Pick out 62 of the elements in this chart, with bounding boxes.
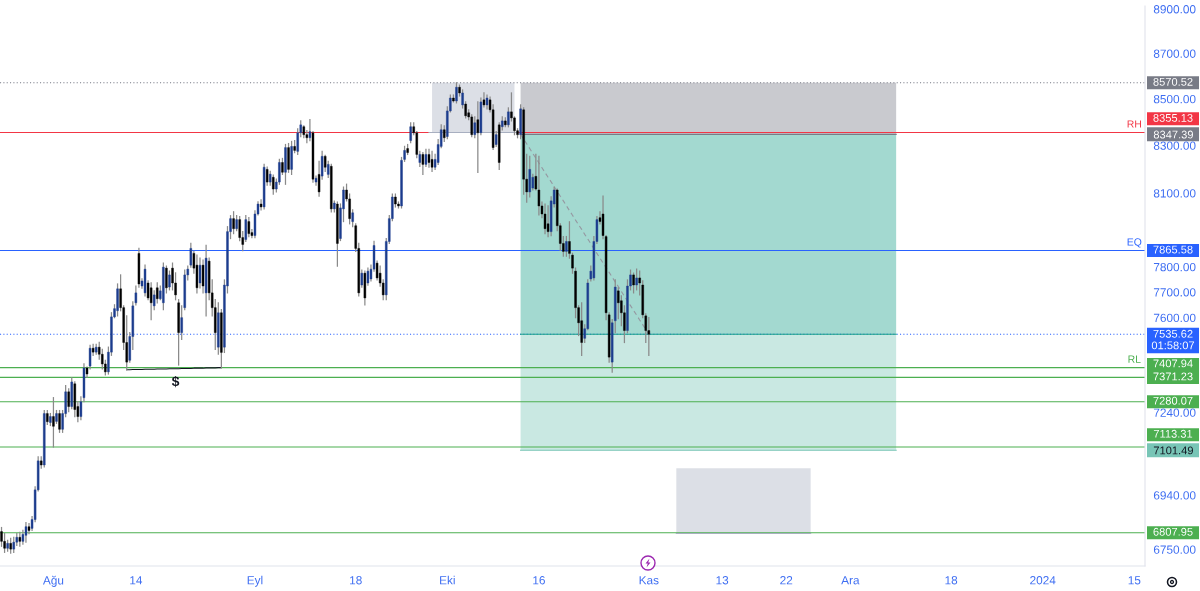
y-tick-label: 8347.39 <box>1153 130 1193 139</box>
x-tick-label: 2024 <box>1030 576 1056 585</box>
y-tick-label: 8100.00 <box>1153 189 1196 198</box>
candlestick <box>537 155 541 216</box>
candlestick <box>232 211 235 235</box>
series-label: $ <box>171 375 180 388</box>
y-tick-label: 8500.00 <box>1153 94 1196 104</box>
candlestick <box>201 259 205 294</box>
candlestick <box>455 82 458 104</box>
candlestick <box>394 193 397 208</box>
annotation: RL <box>1128 355 1141 363</box>
ref-line-label: 7371.23 <box>1153 372 1193 381</box>
annotation: EQ <box>1127 238 1142 248</box>
candlestick <box>58 409 61 433</box>
ref-line-label: 8355.13 <box>1153 113 1193 122</box>
ref-line-label: 7535.62 01:58:07 <box>1151 329 1195 350</box>
ref-line-label: 7865.58 <box>1153 245 1193 254</box>
x-tick-label: Kas <box>639 576 659 585</box>
y-tick-label: 7800.00 <box>1153 262 1196 272</box>
ref-line-label: 7407.94 <box>1153 359 1193 368</box>
candlestick <box>284 143 287 185</box>
x-tick-label: 14 <box>130 576 143 585</box>
x-tick-label: Eki <box>440 575 455 585</box>
x-tick-label: 22 <box>780 576 793 585</box>
candlestick <box>165 265 168 294</box>
candlestick <box>565 235 568 257</box>
candlestick <box>52 397 55 448</box>
candlestick <box>67 388 70 413</box>
x-tick-label: 16 <box>533 576 545 585</box>
ref-line-label: 7280.07 <box>1153 396 1193 405</box>
x-tick-label: 15 <box>1128 576 1141 585</box>
candlestick <box>290 140 293 176</box>
candlestick <box>247 217 251 238</box>
y-tick-label: 6940.00 <box>1153 491 1196 500</box>
candlestick <box>149 282 153 321</box>
candlestick <box>195 254 199 294</box>
x-tick-label: Ağu <box>42 575 64 587</box>
ref-line-label: 7113.31 <box>1153 429 1193 438</box>
candlestick <box>580 302 583 356</box>
y-tick-label: 6750.00 <box>1153 545 1196 554</box>
x-tick-label: 18 <box>945 576 958 585</box>
ref-line-label: 8570.52 <box>1153 77 1193 86</box>
candlestick <box>632 272 635 294</box>
candlestick <box>281 157 284 176</box>
y-tick-label: 8300.00 <box>1153 141 1196 150</box>
candlestick <box>409 122 412 144</box>
y-tick-label: 7700.00 <box>1153 288 1196 297</box>
x-tick-label: Ara <box>841 576 860 585</box>
annotation: RH <box>1127 120 1141 128</box>
x-tick-label: 18 <box>350 576 362 585</box>
candlestick <box>476 101 480 173</box>
x-tick-label: Eyl <box>247 575 263 587</box>
y-tick-label: 7600.00 <box>1153 313 1196 323</box>
x-tick-label: 13 <box>716 576 729 585</box>
candlestick <box>452 94 455 103</box>
y-tick-label: 8700.00 <box>1153 49 1196 58</box>
candlestick <box>647 317 651 356</box>
y-tick-label: 7101.49 <box>1153 446 1193 455</box>
candlestick <box>287 142 290 173</box>
y-tick-label: 8900.00 <box>1153 5 1196 14</box>
ref-line-label: 6807.95 <box>1153 527 1193 536</box>
y-tick-label: 7240.00 <box>1153 408 1196 417</box>
